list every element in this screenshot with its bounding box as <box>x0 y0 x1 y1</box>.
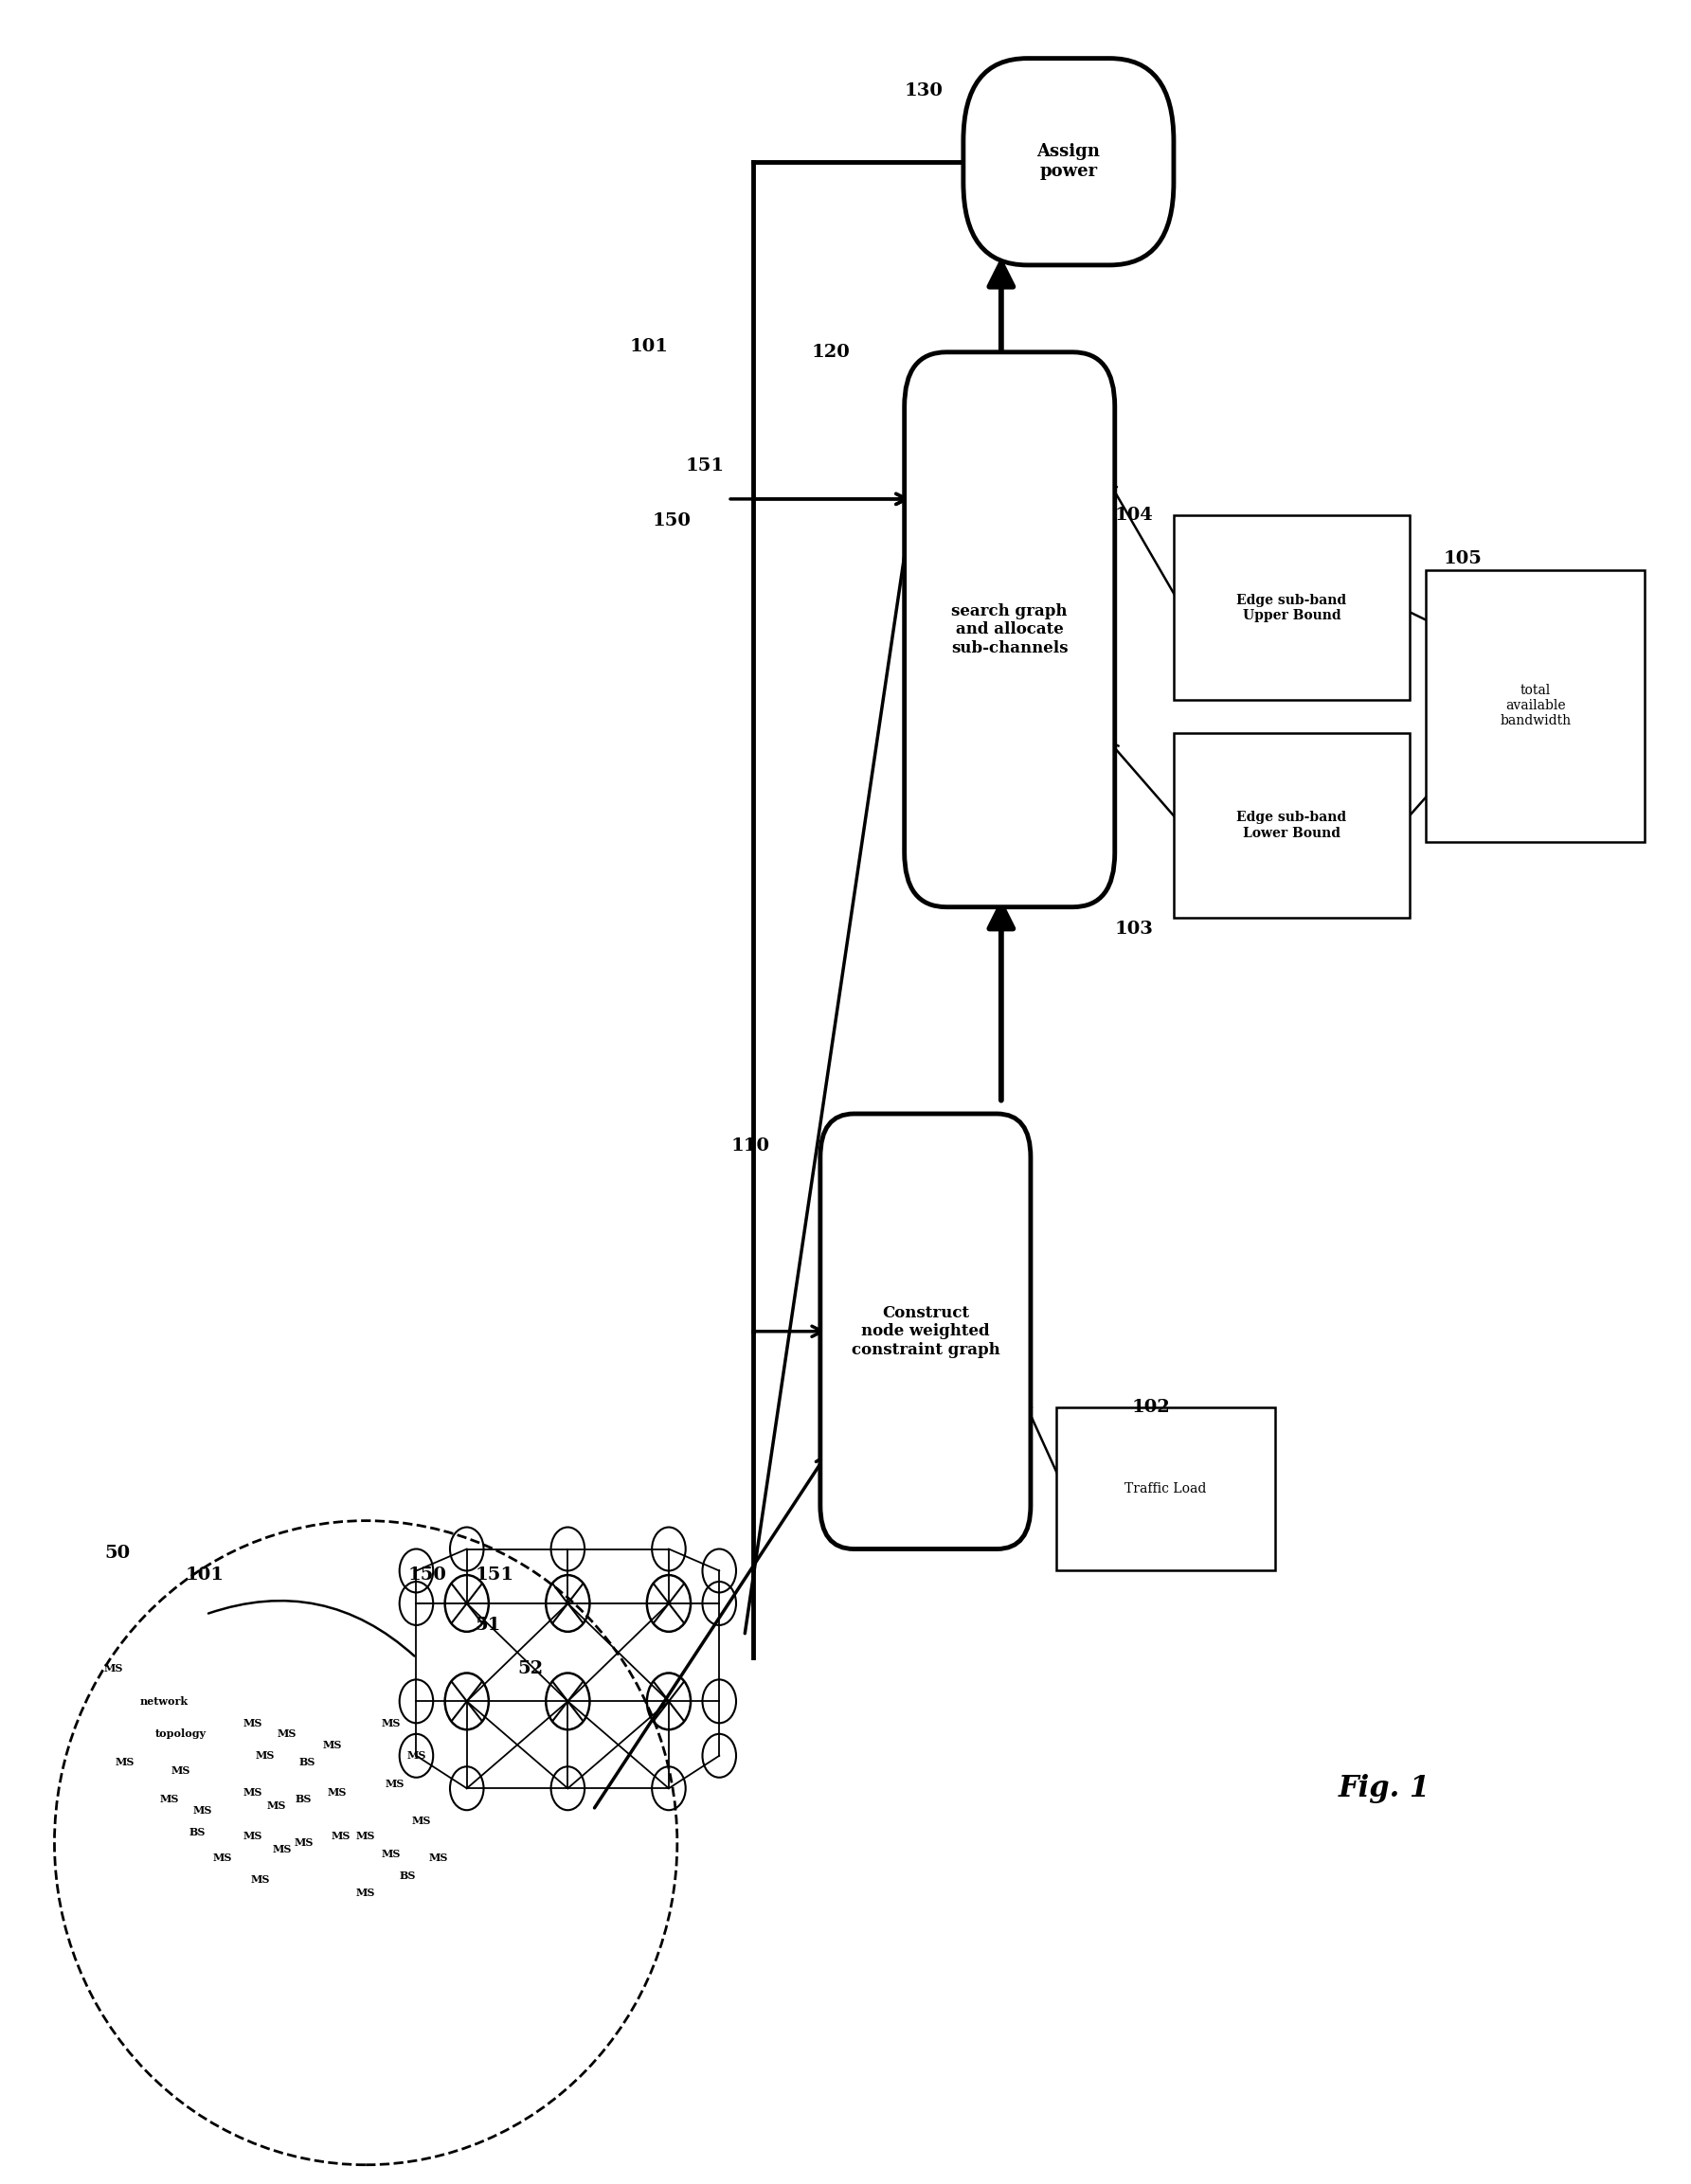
Text: MS: MS <box>171 1765 191 1776</box>
Text: 151: 151 <box>475 1566 514 1583</box>
FancyBboxPatch shape <box>905 352 1114 906</box>
Text: MS: MS <box>357 1887 375 1898</box>
Text: MS: MS <box>277 1730 296 1738</box>
Text: 120: 120 <box>812 343 851 360</box>
FancyBboxPatch shape <box>1426 570 1645 841</box>
Text: Edge sub-band
Lower Bound: Edge sub-band Lower Bound <box>1236 810 1346 839</box>
Text: 151: 151 <box>685 459 724 474</box>
Text: MS: MS <box>250 1874 269 1885</box>
Ellipse shape <box>54 1520 676 2164</box>
Text: Assign
power: Assign power <box>1037 144 1101 179</box>
FancyBboxPatch shape <box>964 59 1174 264</box>
Text: MS: MS <box>244 1830 262 1841</box>
Text: MS: MS <box>193 1804 211 1815</box>
Text: MS: MS <box>428 1852 448 1863</box>
FancyBboxPatch shape <box>1174 515 1409 701</box>
FancyBboxPatch shape <box>820 1114 1030 1548</box>
Text: BS: BS <box>299 1758 315 1767</box>
Text: MS: MS <box>115 1758 135 1767</box>
Text: MS: MS <box>272 1843 291 1854</box>
Text: topology: topology <box>156 1730 206 1738</box>
Text: 150: 150 <box>653 513 690 529</box>
FancyBboxPatch shape <box>1174 734 1409 917</box>
Text: total
available
bandwidth: total available bandwidth <box>1500 684 1571 727</box>
Text: MS: MS <box>159 1793 179 1804</box>
Text: MS: MS <box>406 1752 426 1760</box>
Text: MS: MS <box>103 1664 123 1673</box>
Text: 50: 50 <box>105 1544 130 1562</box>
FancyBboxPatch shape <box>1055 1406 1275 1570</box>
Text: MS: MS <box>382 1719 401 1728</box>
Text: MS: MS <box>323 1741 342 1749</box>
Text: MS: MS <box>357 1830 375 1841</box>
Text: Edge sub-band
Upper Bound: Edge sub-band Upper Bound <box>1236 594 1346 622</box>
Text: MS: MS <box>244 1719 262 1728</box>
Text: search graph
and allocate
sub-channels: search graph and allocate sub-channels <box>950 603 1069 655</box>
Text: Construct
node weighted
constraint graph: Construct node weighted constraint graph <box>851 1304 999 1358</box>
Text: Traffic Load: Traffic Load <box>1125 1483 1206 1496</box>
Text: 101: 101 <box>186 1566 225 1583</box>
Text: MS: MS <box>213 1852 232 1863</box>
Text: 110: 110 <box>731 1138 769 1155</box>
Text: BS: BS <box>399 1870 416 1880</box>
Text: 51: 51 <box>475 1616 501 1634</box>
Text: MS: MS <box>267 1800 286 1811</box>
Text: MS: MS <box>382 1848 401 1859</box>
Text: MS: MS <box>328 1787 347 1797</box>
Text: 130: 130 <box>905 83 944 100</box>
Text: MS: MS <box>386 1778 404 1789</box>
Text: BS: BS <box>296 1793 311 1804</box>
Text: 52: 52 <box>517 1660 543 1677</box>
Text: Fig. 1: Fig. 1 <box>1338 1773 1431 1804</box>
Text: 101: 101 <box>631 339 668 356</box>
Text: MS: MS <box>255 1752 274 1760</box>
Text: MS: MS <box>294 1837 313 1848</box>
Text: MS: MS <box>244 1787 262 1797</box>
Text: network: network <box>140 1697 188 1706</box>
Text: 104: 104 <box>1114 507 1153 524</box>
Text: 102: 102 <box>1131 1400 1170 1415</box>
Text: 105: 105 <box>1442 550 1481 568</box>
Text: MS: MS <box>331 1830 350 1841</box>
Text: MS: MS <box>411 1815 431 1826</box>
Text: BS: BS <box>189 1826 206 1837</box>
Text: 150: 150 <box>408 1566 446 1583</box>
Text: 103: 103 <box>1114 919 1153 937</box>
